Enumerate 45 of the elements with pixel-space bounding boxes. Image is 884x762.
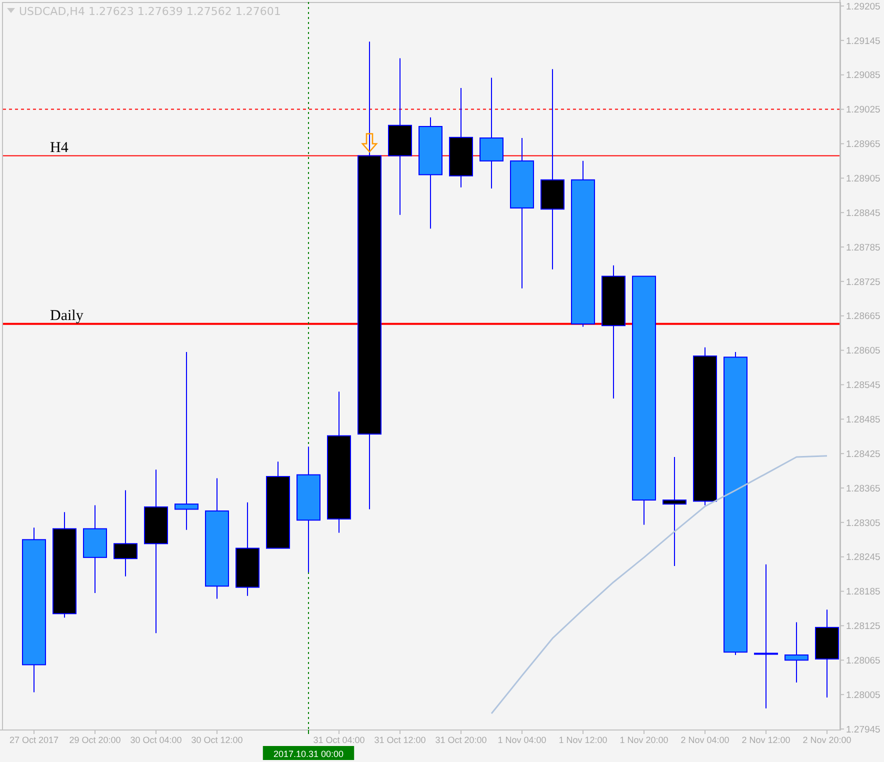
x-tick-label: 31 Oct 12:00: [374, 735, 426, 745]
x-tick-label: 29 Oct 20:00: [69, 735, 121, 745]
candlestick: [754, 564, 778, 709]
y-tick-label: 1.28425: [846, 448, 880, 460]
x-tick-label: 2 Nov 20:00: [802, 735, 852, 745]
x-tick-label: 2017.10.31 00:00: [273, 749, 344, 759]
y-tick-label: 1.28245: [846, 552, 880, 564]
y-tick-label: 1.28845: [846, 208, 880, 219]
y-tick-label: 1.28605: [846, 346, 880, 357]
x-tick-label: 31 Oct 20:00: [435, 735, 487, 745]
y-tick-label: 1.28965: [846, 139, 880, 150]
y-tick-label: 1.28545: [846, 380, 880, 392]
y-tick-label: 1.28665: [846, 311, 880, 322]
y-tick-label: 1.27945: [846, 724, 880, 736]
candlestick: [114, 490, 138, 577]
x-tick-label: 1 Nov 12:00: [558, 735, 608, 745]
y-tick-label: 1.29205: [846, 1, 880, 12]
x-tick-label: 27 Oct 2017: [9, 735, 59, 745]
y-tick-label: 1.28185: [846, 586, 880, 598]
y-tick-label: 1.28905: [846, 173, 880, 184]
x-tick-label: 30 Oct 04:00: [130, 735, 182, 745]
y-tick-label: 1.29145: [846, 36, 880, 47]
ref-line-label: H4: [50, 140, 69, 156]
line-series: [490, 455, 828, 714]
y-tick-label: 1.28065: [846, 655, 880, 666]
y-tick-label: 1.28005: [846, 690, 880, 701]
y-tick-label: 1.28725: [846, 276, 880, 288]
candlestick: [662, 456, 686, 567]
candlestick: [784, 622, 808, 684]
y-tick-label: 1.29085: [846, 70, 880, 82]
x-tick-label: 2 Nov 12:00: [742, 735, 790, 745]
y-tick-label: 1.28785: [846, 242, 880, 254]
x-tick-label: 1 Nov 20:00: [620, 735, 668, 745]
y-tick-label: 1.28485: [846, 414, 880, 426]
candlestick: [174, 352, 198, 530]
y-tick-label: 1.28305: [846, 518, 880, 529]
x-tick-label: 1 Nov 04:00: [498, 735, 546, 745]
y-tick-label: 1.28365: [846, 483, 880, 494]
x-tick-label: 30 Oct 12:00: [191, 735, 243, 745]
x-tick-label: 31 Oct 04:00: [313, 735, 365, 745]
ref-line-label: Daily: [50, 308, 84, 324]
y-tick-label: 1.29025: [846, 104, 880, 116]
candlestick: [480, 77, 504, 189]
x-tick-label: 2 Nov 04:00: [680, 735, 730, 745]
y-tick-label: 1.28125: [846, 621, 880, 632]
